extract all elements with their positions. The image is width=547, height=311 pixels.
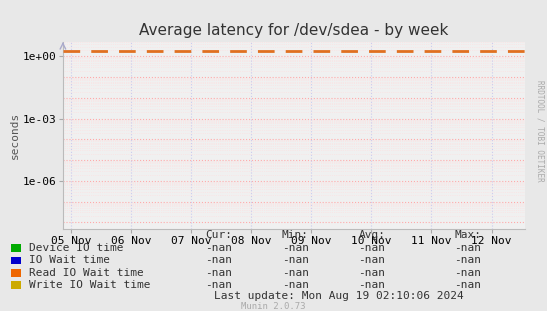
Text: -nan: -nan <box>282 255 309 265</box>
Text: -nan: -nan <box>205 255 232 265</box>
Text: RRDTOOL / TOBI OETIKER: RRDTOOL / TOBI OETIKER <box>536 80 544 182</box>
Text: -nan: -nan <box>358 255 386 265</box>
Text: -nan: -nan <box>358 268 386 278</box>
Text: -nan: -nan <box>205 243 232 253</box>
Text: Device IO time: Device IO time <box>29 243 124 253</box>
Text: IO Wait time: IO Wait time <box>29 255 110 265</box>
Text: -nan: -nan <box>455 255 481 265</box>
Text: Munin 2.0.73: Munin 2.0.73 <box>241 301 306 310</box>
Text: -nan: -nan <box>282 268 309 278</box>
Text: -nan: -nan <box>455 268 481 278</box>
Text: -nan: -nan <box>358 280 386 290</box>
Text: Last update: Mon Aug 19 02:10:06 2024: Last update: Mon Aug 19 02:10:06 2024 <box>214 291 464 301</box>
Y-axis label: seconds: seconds <box>9 112 20 159</box>
Text: Min:: Min: <box>282 230 309 240</box>
Text: -nan: -nan <box>455 280 481 290</box>
Title: Average latency for /dev/sdea - by week: Average latency for /dev/sdea - by week <box>139 23 449 38</box>
Text: Write IO Wait time: Write IO Wait time <box>29 280 150 290</box>
Text: -nan: -nan <box>205 280 232 290</box>
Text: -nan: -nan <box>358 243 386 253</box>
Text: -nan: -nan <box>282 280 309 290</box>
Text: -nan: -nan <box>205 268 232 278</box>
Text: -nan: -nan <box>282 243 309 253</box>
Text: Max:: Max: <box>455 230 481 240</box>
Text: Avg:: Avg: <box>358 230 386 240</box>
Text: -nan: -nan <box>455 243 481 253</box>
Text: Read IO Wait time: Read IO Wait time <box>29 268 144 278</box>
Text: Cur:: Cur: <box>205 230 232 240</box>
